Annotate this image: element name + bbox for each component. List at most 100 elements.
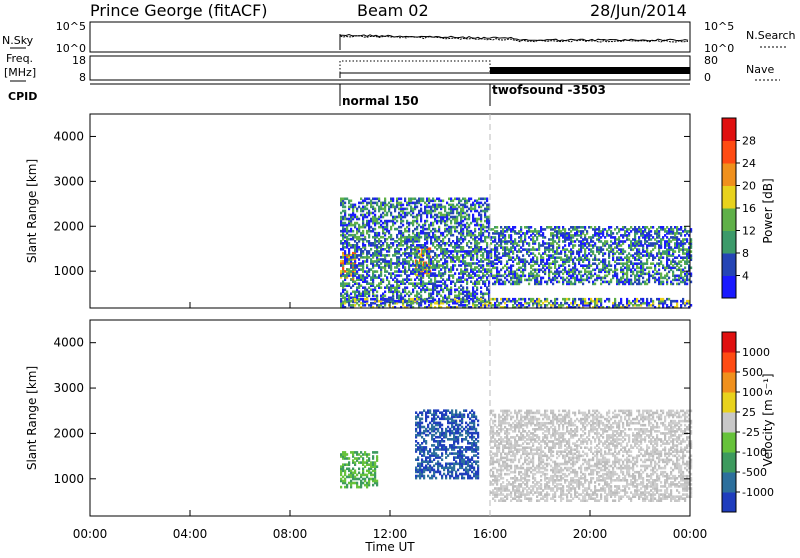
heatmap-cell: [550, 248, 552, 251]
heatmap-cell: [424, 262, 426, 265]
heatmap-cell: [672, 236, 674, 239]
heatmap-cell: [370, 200, 372, 203]
heatmap-cell: [454, 298, 456, 301]
heatmap-cell: [600, 283, 602, 286]
heatmap-cell: [684, 234, 686, 237]
heatmap-cell: [418, 293, 420, 296]
heatmap-cell: [636, 298, 638, 301]
heatmap-cell: [451, 467, 453, 470]
heatmap-cell: [428, 274, 430, 277]
heatmap-cell: [670, 267, 672, 270]
heatmap-cell: [464, 198, 466, 201]
heatmap-cell: [516, 250, 518, 253]
heatmap-cell: [506, 260, 508, 263]
heatmap-cell: [417, 432, 419, 435]
heatmap-cell: [354, 260, 356, 263]
heatmap-cell: [420, 258, 422, 261]
heatmap-cell: [420, 230, 422, 233]
heatmap-cell: [360, 451, 362, 454]
heatmap-cell: [588, 277, 590, 280]
heatmap-cell: [432, 222, 434, 225]
heatmap-cell: [476, 240, 478, 243]
heatmap-cell: [592, 228, 594, 231]
heatmap-cell: [600, 260, 602, 263]
heatmap-cell: [554, 271, 556, 274]
heatmap-cell: [650, 230, 652, 233]
heatmap-cell: [484, 236, 486, 239]
heatmap-cell: [426, 270, 428, 273]
heatmap-cell: [408, 298, 410, 301]
heatmap-cell: [448, 301, 450, 304]
heatmap-cell: [416, 276, 418, 279]
heatmap-cell: [460, 298, 462, 301]
heatmap-cell: [578, 271, 580, 274]
heatmap-cell: [438, 280, 440, 283]
heatmap-cell: [398, 256, 400, 259]
heatmap-cell: [372, 242, 374, 245]
heatmap-cell: [624, 262, 626, 265]
heatmap-cell: [600, 246, 602, 249]
heatmap-cell: [396, 198, 398, 201]
heatmap-cell: [382, 266, 384, 269]
heatmap-cell: [426, 298, 428, 301]
heatmap-cell: [396, 220, 398, 223]
heatmap-cell: [425, 446, 427, 449]
heatmap-cell: [472, 254, 474, 257]
heatmap-cell: [596, 232, 598, 235]
heatmap-cell: [429, 477, 431, 480]
heatmap-cell: [638, 226, 640, 229]
heatmap-cell: [415, 411, 417, 414]
heatmap-cell: [600, 277, 602, 280]
heatmap-cell: [486, 230, 488, 233]
heatmap-cell: [390, 198, 392, 201]
heatmap-cell: [439, 456, 441, 459]
heatmap-cell: [648, 242, 650, 245]
heatmap-cell: [364, 304, 366, 307]
heatmap-cell: [344, 206, 346, 209]
heatmap-cell: [500, 238, 502, 241]
heatmap-cell: [630, 275, 632, 278]
noise-right-tick-top: 10^5: [704, 20, 734, 33]
heatmap-cell: [654, 264, 656, 267]
heatmap-cell: [668, 238, 670, 241]
heatmap-cell: [560, 256, 562, 259]
heatmap-cell: [372, 478, 374, 481]
heatmap-cell: [422, 244, 424, 247]
heatmap-cell: [340, 260, 342, 263]
heatmap-cell: [396, 274, 398, 277]
heatmap-cell: [410, 282, 412, 285]
heatmap-cell: [444, 228, 446, 231]
heatmap-cell: [360, 208, 362, 211]
heatmap-cell: [448, 218, 450, 221]
heatmap-cell: [441, 444, 443, 447]
heatmap-cell: [516, 300, 518, 303]
heatmap-cell: [416, 260, 418, 263]
heatmap-cell: [388, 244, 390, 247]
heatmap-cell: [520, 271, 522, 274]
heatmap-cell: [414, 268, 416, 271]
heatmap-cell: [388, 254, 390, 257]
heatmap-cell: [574, 262, 576, 265]
heatmap-cell: [376, 198, 378, 201]
heatmap-cell: [484, 202, 486, 205]
heatmap-cell: [654, 238, 656, 241]
heatmap-cell: [540, 277, 542, 280]
heatmap-cell: [342, 210, 344, 213]
heatmap-cell: [466, 268, 468, 271]
heatmap-cell: [538, 269, 540, 272]
heatmap-cell: [684, 267, 686, 270]
heatmap-cell: [450, 220, 452, 223]
heatmap-cell: [502, 240, 504, 243]
heatmap-cell: [578, 279, 580, 282]
heatmap-cell: [398, 226, 400, 229]
heatmap-cell: [386, 212, 388, 215]
heatmap-cell: [580, 298, 582, 301]
heatmap-cell: [548, 254, 550, 257]
heatmap-cell: [524, 248, 526, 251]
heatmap-cell: [526, 242, 528, 245]
heatmap-cell: [362, 468, 364, 471]
heatmap-cell: [426, 246, 428, 249]
heatmap-cell: [424, 232, 426, 235]
heatmap-cell: [366, 198, 368, 201]
